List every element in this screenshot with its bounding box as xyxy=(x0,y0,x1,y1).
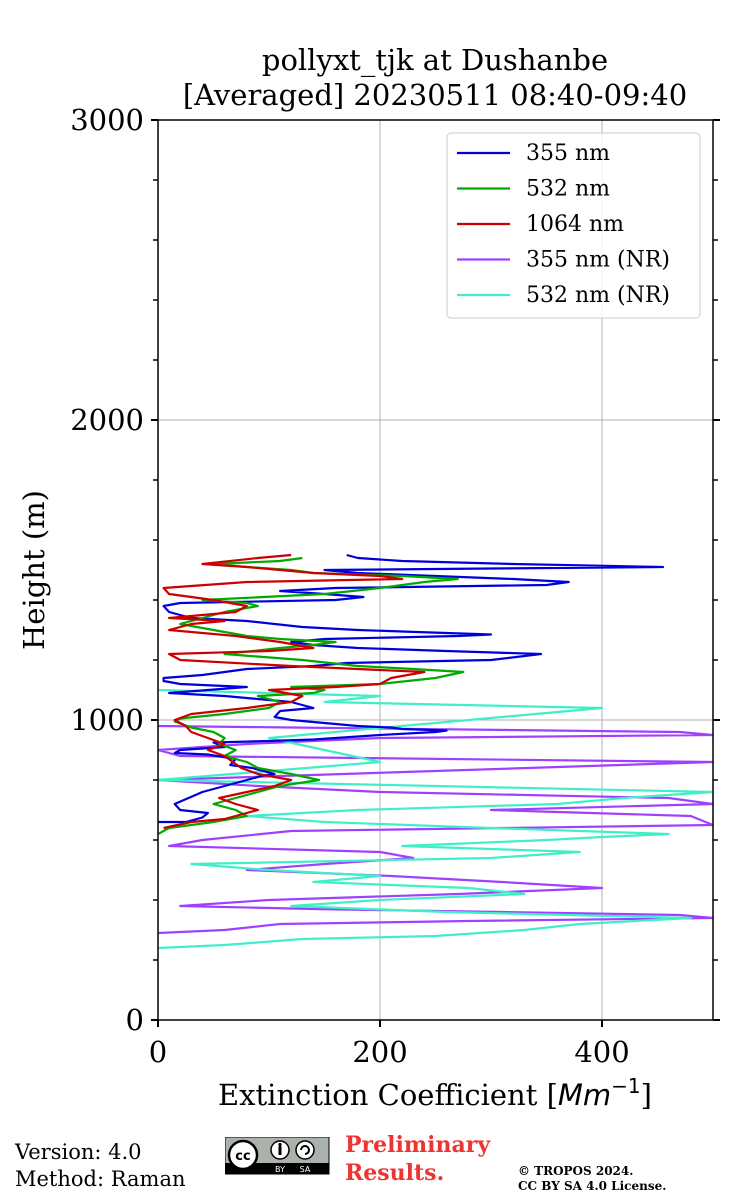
legend-box xyxy=(446,132,701,319)
preliminary-line2: Results. xyxy=(345,1160,445,1186)
chart-title: pollyxt_tjk at Dushanbe xyxy=(262,43,608,78)
legend-label: 532 nm xyxy=(526,177,610,202)
copyright-line1: © TROPOS 2024. xyxy=(518,1164,634,1178)
cc-by-label: BY xyxy=(275,1165,285,1174)
series-line-1064-nm xyxy=(162,553,426,830)
legend-label: 355 nm xyxy=(526,141,610,166)
y-axis-label: Height (m) xyxy=(17,490,51,650)
cc-sa-label: SA xyxy=(300,1165,311,1174)
series-line-532-nm xyxy=(158,556,465,835)
y-tick-label: 2000 xyxy=(70,403,144,437)
series-line-355-nm-nr- xyxy=(158,724,713,935)
series-line-355-nm xyxy=(158,553,665,824)
copyright-line2: CC BY SA 4.0 License. xyxy=(518,1179,667,1193)
y-tick-label: 1000 xyxy=(70,703,144,737)
x-tick-label: 200 xyxy=(352,1035,407,1069)
y-tick-label: 0 xyxy=(126,1003,144,1037)
series-lines xyxy=(158,553,713,950)
x-axis-label-text: Extinction Coefficient [ xyxy=(218,1078,558,1112)
y-tick-label: 3000 xyxy=(70,103,144,137)
cc-text: cc xyxy=(235,1149,250,1164)
x-axis-label-unit: Mm xyxy=(558,1078,611,1112)
legend-label: 355 nm (NR) xyxy=(526,248,670,273)
series-line-532-nm-nr- xyxy=(158,688,713,950)
extinction-chart: pollyxt_tjk at Dushanbe [Averaged] 20230… xyxy=(17,43,720,1112)
preliminary-results: Preliminary Results. xyxy=(345,1131,490,1187)
version-text: Version: 4.0 xyxy=(15,1140,142,1164)
plot-frame xyxy=(157,119,714,1021)
x-tick-label: 0 xyxy=(149,1035,167,1069)
x-axis-label-exponent: −1 xyxy=(611,1074,640,1098)
legend-label: 1064 nm xyxy=(526,212,624,237)
chart-subtitle: [Averaged] 20230511 08:40-09:40 xyxy=(183,78,687,112)
preliminary-line1: Preliminary xyxy=(345,1132,491,1158)
method-text: Method: Raman xyxy=(15,1167,186,1191)
axis-ticks xyxy=(151,119,720,1027)
x-tick-label: 400 xyxy=(574,1035,629,1069)
x-axis-label: Extinction Coefficient [Mm−1] xyxy=(218,1074,652,1112)
x-axis-label-close: ] xyxy=(641,1078,652,1112)
tick-labels: 0 200 400 0 1000 2000 3000 xyxy=(70,103,629,1069)
legend-label: 532 nm (NR) xyxy=(526,283,670,308)
legend: 355 nm 532 nm 1064 nm 355 nm (NR) 532 nm (NR… xyxy=(446,132,701,319)
cc-by-sa-logo: cc BY SA xyxy=(225,1137,330,1175)
copyright-notice: © TROPOS 2024. CC BY SA 4.0 License. xyxy=(518,1164,666,1194)
